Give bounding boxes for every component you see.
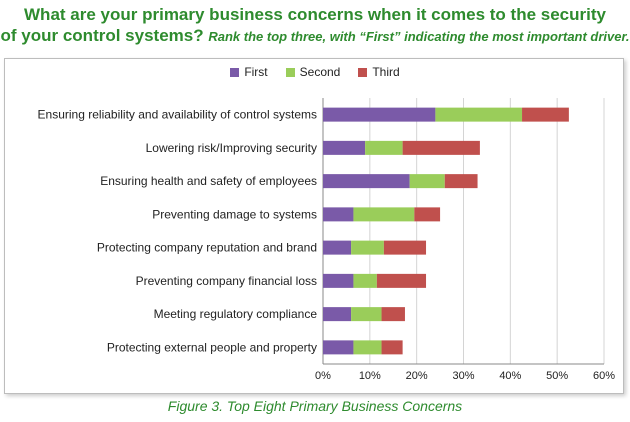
bar-second-1: [365, 140, 403, 155]
legend-swatch-second: [285, 67, 295, 77]
bar-first-3: [323, 207, 354, 222]
category-label-0: Ensuring reliability and availability of…: [38, 108, 317, 122]
title-line-2: of your control systems? Rank the top th…: [0, 25, 630, 47]
category-label-5: Preventing company financial loss: [136, 274, 317, 288]
bar-first-1: [323, 140, 366, 155]
bar-third-0: [522, 107, 569, 122]
category-label-3: Preventing damage to systems: [152, 207, 317, 221]
bar-first-7: [323, 340, 354, 355]
bar-third-7: [381, 340, 403, 355]
x-tick-label-2: 20%: [406, 370, 428, 382]
bar-third-3: [414, 207, 441, 222]
bar-first-5: [323, 273, 354, 288]
bar-first-6: [323, 307, 352, 322]
x-tick-label-1: 10%: [359, 370, 381, 382]
figure-caption: Figure 3. Top Eight Primary Business Con…: [167, 398, 463, 414]
legend: First Second Third: [0, 64, 630, 80]
bar-second-4: [351, 240, 384, 255]
x-tick-label-3: 30%: [452, 370, 474, 382]
category-label-4: Protecting company reputation and brand: [97, 241, 317, 255]
x-tick-label-5: 50%: [546, 370, 568, 382]
category-label-7: Protecting external people and property: [107, 340, 317, 354]
bar-second-0: [435, 107, 523, 122]
bar-third-1: [402, 140, 480, 155]
x-tick-label-4: 40%: [499, 370, 521, 382]
category-label-2: Ensuring health and safety of employees: [100, 174, 317, 188]
bar-first-0: [323, 107, 436, 122]
legend-item-second: Second: [285, 64, 341, 80]
legend-label-first: First: [244, 65, 268, 79]
bar-first-2: [323, 174, 410, 189]
x-tick-label-6: 60%: [593, 370, 615, 382]
bar-second-6: [351, 307, 382, 322]
category-label-6: Meeting regulatory compliance: [154, 307, 318, 321]
legend-swatch-third: [358, 67, 368, 77]
bar-second-7: [353, 340, 382, 355]
bar-third-5: [376, 273, 427, 288]
bar-first-4: [323, 240, 352, 255]
x-tick-label-0: 0%: [315, 370, 331, 382]
title-instruction: Rank the top three, with “First” indicat…: [208, 29, 630, 44]
legend-item-first: First: [230, 64, 268, 80]
bar-third-4: [383, 240, 427, 255]
bar-third-2: [444, 174, 478, 189]
bar-second-2: [409, 174, 445, 189]
legend-item-third: Third: [358, 64, 400, 80]
chart-title: What are your primary business concerns …: [0, 4, 630, 47]
legend-label-third: Third: [372, 65, 400, 79]
title-line-1: What are your primary business concerns …: [24, 5, 606, 24]
legend-swatch-first: [230, 67, 240, 77]
title-question: of your control systems?: [0, 26, 204, 45]
bar-second-3: [353, 207, 415, 222]
category-label-1: Lowering risk/Improving security: [146, 141, 317, 155]
bar-second-5: [353, 273, 377, 288]
bar-third-6: [381, 307, 405, 322]
legend-label-second: Second: [299, 65, 341, 79]
